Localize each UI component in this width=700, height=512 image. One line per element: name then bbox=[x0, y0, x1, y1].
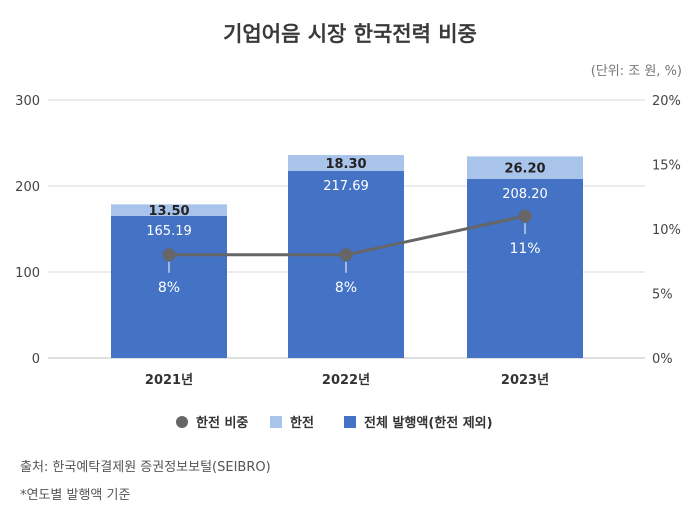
note-text: *연도별 발행액 기준 bbox=[20, 488, 131, 503]
ratio-point bbox=[162, 248, 176, 262]
legend-kepco-label: 한전 bbox=[290, 415, 314, 431]
x-tick-label: 2023년 bbox=[501, 373, 549, 388]
ratio-value-label: 11% bbox=[509, 241, 540, 257]
unit-label: (단위: 조 원, %) bbox=[590, 64, 682, 79]
kepco-value-label: 18.30 bbox=[325, 157, 366, 172]
source-text: 출처: 한국예탁결제원 증권정보보털(SEIBRO) bbox=[20, 460, 271, 475]
base-value-label: 217.69 bbox=[323, 179, 369, 194]
y-right-tick-label: 15% bbox=[652, 159, 681, 174]
base-value-label: 208.20 bbox=[502, 187, 548, 202]
x-tick-label: 2021년 bbox=[145, 373, 193, 388]
y-right-tick-label: 10% bbox=[652, 223, 681, 238]
y-left-tick-label: 200 bbox=[15, 180, 40, 195]
legend-base-label: 전체 발행액(한전 제외) bbox=[364, 415, 493, 431]
legend-ratio-marker bbox=[176, 416, 188, 428]
x-tick-label: 2022년 bbox=[322, 373, 370, 388]
legend-base-swatch bbox=[344, 416, 356, 428]
ratio-value-label: 8% bbox=[158, 280, 180, 296]
chart-title: 기업어음 시장 한국전력 비중 bbox=[223, 22, 477, 46]
legend-kepco-swatch bbox=[270, 416, 282, 428]
y-right-tick-label: 5% bbox=[652, 288, 673, 303]
chart-svg: 0 100 200 300 0% 5% 10% 15% 20% 13.50 165.19 2021년 1… bbox=[15, 94, 681, 431]
y-left-tick-label: 100 bbox=[15, 266, 40, 281]
ratio-value-label: 8% bbox=[335, 280, 357, 296]
y-left-tick-label: 0 bbox=[32, 352, 40, 367]
bar-base bbox=[111, 215, 227, 358]
legend-ratio-label: 한전 비중 bbox=[196, 415, 248, 431]
kepco-value-label: 13.50 bbox=[148, 204, 189, 219]
bar-kepco bbox=[467, 156, 583, 179]
kepco-value-label: 26.20 bbox=[504, 162, 545, 177]
bar-base bbox=[467, 178, 583, 358]
bar-kepco bbox=[111, 204, 227, 216]
y-left-tick-label: 300 bbox=[15, 94, 40, 109]
y-right-tick-label: 20% bbox=[652, 94, 681, 109]
y-right-tick-label: 0% bbox=[652, 352, 673, 367]
ratio-point bbox=[339, 248, 353, 262]
ratio-point bbox=[518, 209, 532, 223]
bar-kepco bbox=[288, 155, 404, 171]
base-value-label: 165.19 bbox=[146, 224, 192, 239]
